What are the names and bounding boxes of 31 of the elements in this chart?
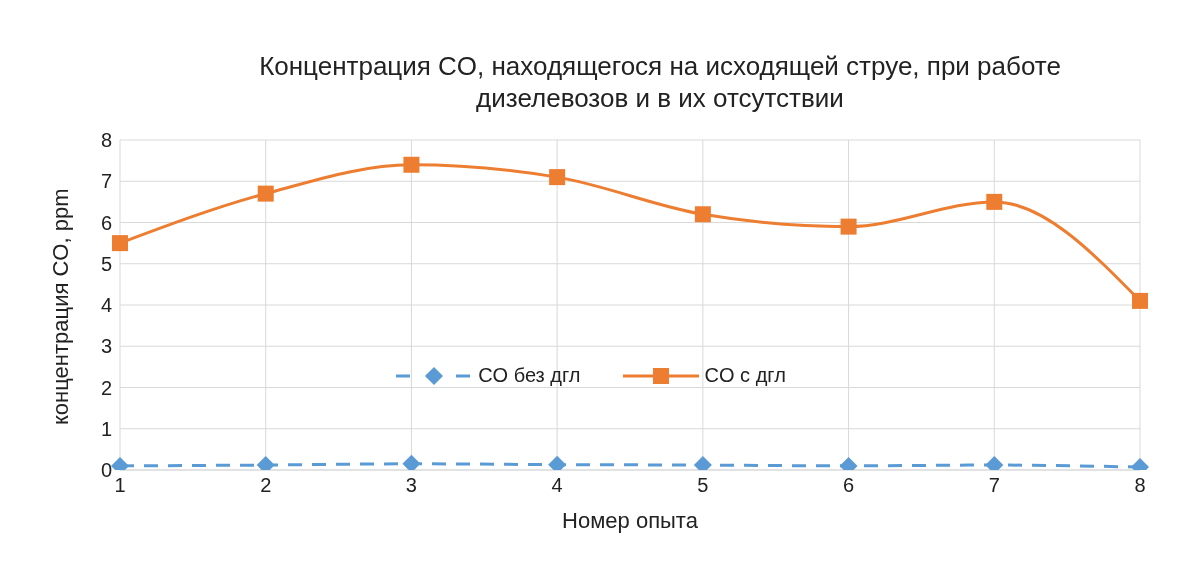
point — [402, 454, 421, 470]
point — [694, 206, 711, 223]
x-tick-label: 6 — [843, 474, 855, 497]
x-tick-label: 4 — [551, 474, 563, 497]
y-tick-label: 8 — [100, 129, 112, 152]
x-tick-label: 7 — [988, 474, 1000, 497]
x-tick-label: 5 — [697, 474, 709, 497]
y-tick-label: 3 — [100, 335, 112, 358]
x-tick-label: 8 — [1134, 474, 1146, 497]
point — [549, 169, 566, 186]
y-tick-label: 5 — [100, 252, 112, 275]
point — [840, 218, 857, 235]
point — [112, 235, 128, 252]
y-tick-label: 4 — [100, 294, 112, 317]
y-tick-label: 6 — [100, 211, 112, 234]
x-tick-label: 1 — [114, 474, 126, 497]
point — [1132, 292, 1148, 309]
x-tick-label: 3 — [405, 474, 417, 497]
y-tick-label: 0 — [100, 459, 112, 482]
legend-label: CO с дгл — [704, 364, 786, 387]
point — [403, 156, 420, 173]
point — [257, 185, 274, 202]
point — [986, 193, 1003, 210]
y-tick-label: 7 — [100, 170, 112, 193]
x-axis-title: Номер опыта — [562, 508, 699, 533]
chart-title: Концентрация CO, находящегося на исходящей струе, при работе дизелевозов и в их отсутствии — [258, 50, 1062, 114]
y-axis-title: концентрация CO, ppm — [47, 188, 73, 425]
x-tick-label: 2 — [260, 474, 272, 497]
y-tick-label: 2 — [100, 376, 112, 399]
legend-label: CO без дгл — [478, 364, 581, 387]
y-tick-label: 1 — [100, 417, 112, 440]
